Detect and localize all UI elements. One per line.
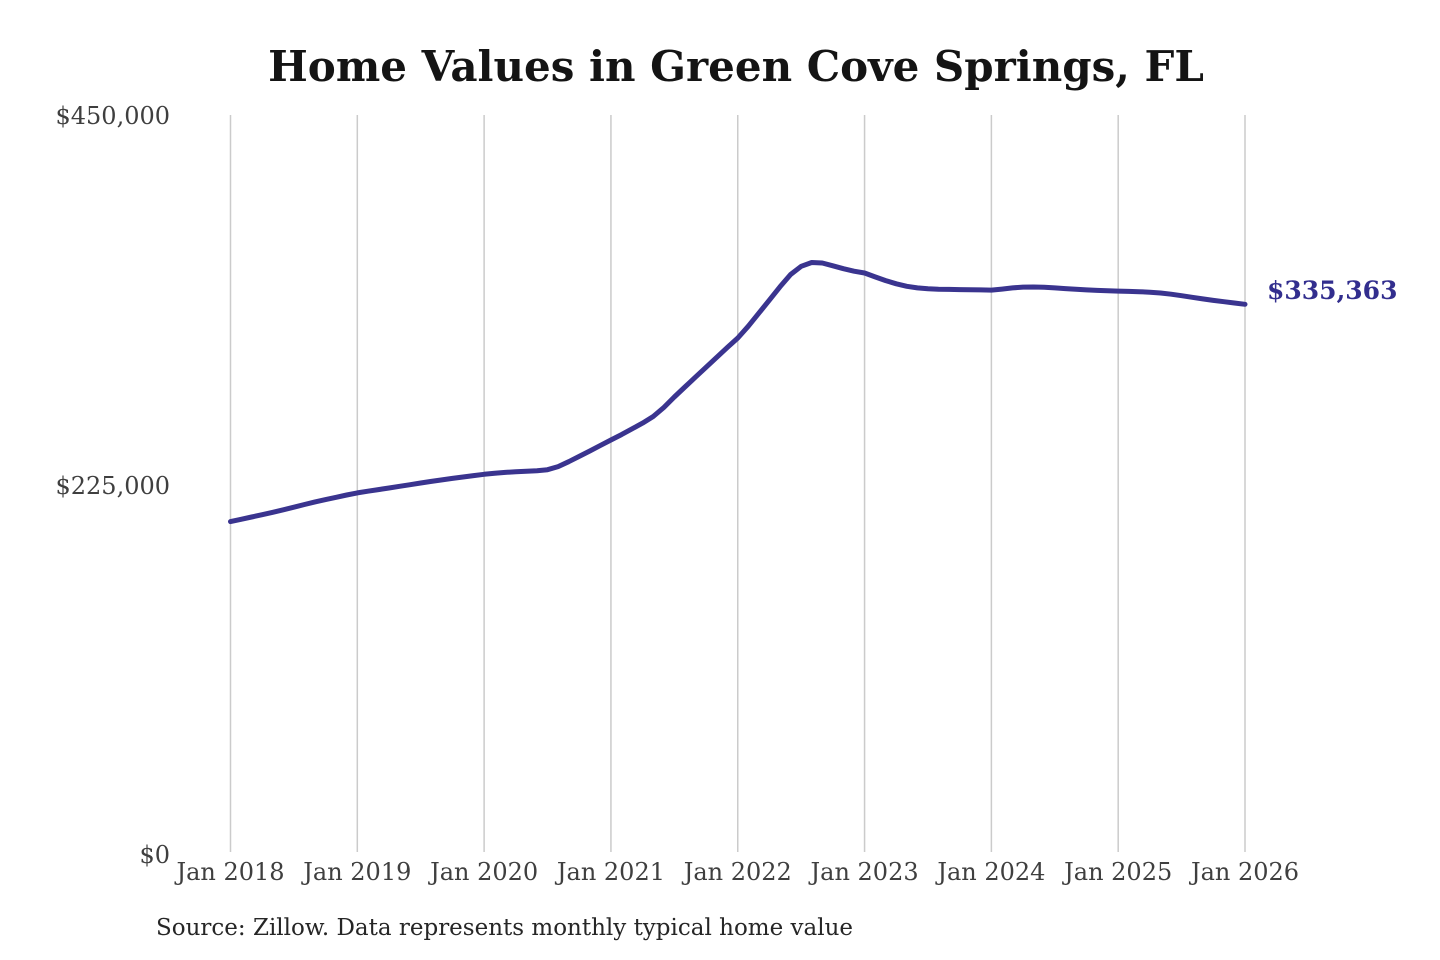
x-tick-label: Jan 2019 <box>303 858 412 886</box>
x-tick-label: Jan 2023 <box>810 858 919 886</box>
latest-value-label: $335,363 <box>1267 276 1398 305</box>
x-axis-labels: Jan 2018 Jan 2019 Jan 2020 Jan 2021 Jan 2022… <box>0 858 1440 888</box>
y-tick-label: $0 <box>139 841 170 869</box>
chart-title: Home Values in Green Cove Springs, FL <box>268 42 1204 91</box>
x-tick-label: Jan 2018 <box>176 858 285 886</box>
gridlines <box>229 115 1246 852</box>
source-note: Source: Zillow. Data represents monthly … <box>156 915 854 941</box>
x-tick-label: Jan 2026 <box>1190 858 1300 886</box>
home-value-line <box>228 260 1248 525</box>
x-tick-label: Jan 2025 <box>1064 858 1173 886</box>
y-tick-label: $225,000 <box>55 471 170 500</box>
y-tick-label: $450,000 <box>55 102 170 130</box>
x-tick-label: Jan 2024 <box>937 858 1046 886</box>
x-tick-label: Jan 2021 <box>556 858 665 886</box>
x-tick-label: Jan 2022 <box>683 858 792 886</box>
x-tick-label: Jan 2020 <box>430 858 539 886</box>
